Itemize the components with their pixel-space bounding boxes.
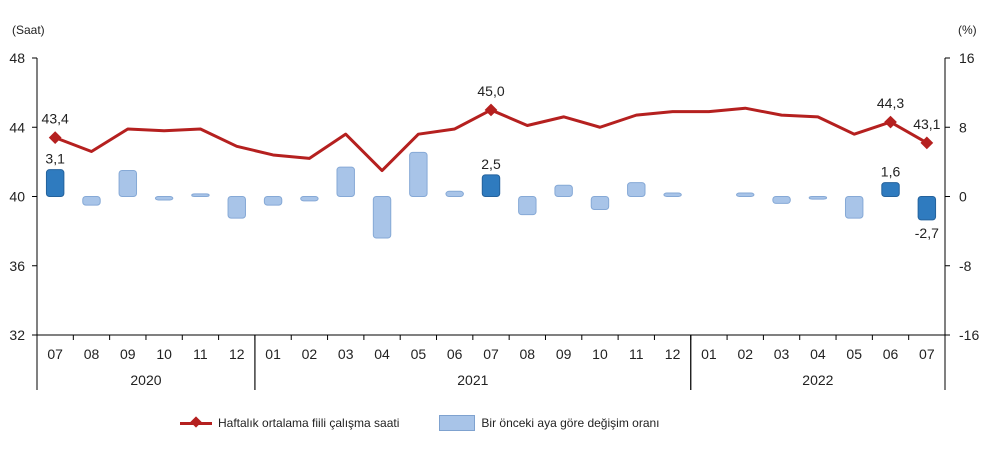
legend-item-bar: Bir önceki aya göre değişim oranı bbox=[439, 415, 660, 431]
bar bbox=[372, 196, 392, 239]
bar bbox=[191, 193, 210, 197]
bar-data-label: 2,5 bbox=[481, 156, 501, 172]
x-tick-label: 10 bbox=[156, 346, 172, 362]
line-marker bbox=[48, 131, 62, 145]
x-tick-label: 11 bbox=[629, 346, 644, 362]
legend-line-swatch bbox=[180, 416, 212, 428]
bar bbox=[409, 151, 428, 197]
bar bbox=[263, 196, 283, 206]
x-tick-label: 12 bbox=[665, 346, 681, 362]
right-tick-label: -16 bbox=[959, 327, 979, 343]
x-tick-label: 02 bbox=[737, 346, 753, 362]
left-axis-unit: (Saat) bbox=[12, 23, 45, 37]
bar bbox=[518, 196, 537, 216]
bar bbox=[590, 196, 610, 210]
bar bbox=[227, 196, 246, 219]
year-label: 2022 bbox=[802, 372, 833, 388]
year-label: 2020 bbox=[130, 372, 161, 388]
legend-bar-label: Bir önceki aya göre değişim oranı bbox=[481, 416, 660, 430]
bar bbox=[808, 196, 828, 200]
x-tick-label: 08 bbox=[520, 346, 536, 362]
line-data-label: 43,4 bbox=[42, 111, 69, 127]
left-tick-label: 40 bbox=[9, 189, 25, 205]
line-data-label: 45,0 bbox=[477, 83, 504, 99]
bar bbox=[772, 196, 791, 204]
x-tick-label: 09 bbox=[120, 346, 136, 362]
bar bbox=[844, 196, 864, 219]
x-tick-label: 04 bbox=[810, 346, 826, 362]
line-marker bbox=[920, 136, 934, 150]
bar bbox=[881, 182, 900, 197]
line-data-label: 43,1 bbox=[913, 116, 940, 132]
x-tick-label: 03 bbox=[774, 346, 790, 362]
bar bbox=[627, 182, 646, 197]
x-tick-label: 12 bbox=[229, 346, 245, 362]
x-tick-label: 06 bbox=[447, 346, 463, 362]
line-marker bbox=[484, 103, 498, 117]
x-tick-label: 05 bbox=[846, 346, 862, 362]
x-tick-label: 04 bbox=[374, 346, 390, 362]
bar bbox=[481, 174, 501, 197]
x-tick-label: 01 bbox=[265, 346, 281, 362]
x-tick-label: 05 bbox=[411, 346, 427, 362]
year-label: 2021 bbox=[457, 372, 488, 388]
bar bbox=[663, 192, 682, 198]
x-tick-label: 11 bbox=[193, 346, 208, 362]
bar bbox=[154, 196, 174, 201]
x-tick-label: 07 bbox=[919, 346, 935, 362]
legend-bar-swatch bbox=[439, 415, 476, 431]
right-axis-unit: (%) bbox=[958, 23, 977, 37]
bar bbox=[300, 196, 319, 202]
bar bbox=[554, 184, 573, 197]
x-tick-label: 03 bbox=[338, 346, 354, 362]
left-tick-label: 36 bbox=[9, 258, 25, 274]
x-tick-label: 07 bbox=[483, 346, 499, 362]
bar bbox=[736, 192, 755, 198]
right-tick-label: -8 bbox=[959, 258, 972, 274]
x-tick-label: 09 bbox=[556, 346, 572, 362]
x-tick-label: 08 bbox=[84, 346, 100, 362]
bar-data-label: 1,6 bbox=[881, 164, 901, 180]
line-marker bbox=[884, 115, 897, 129]
x-tick-label: 07 bbox=[47, 346, 63, 362]
line-data-label: 44,3 bbox=[877, 95, 904, 111]
x-tick-label: 10 bbox=[592, 346, 608, 362]
right-tick-label: 16 bbox=[959, 50, 975, 66]
bar bbox=[445, 190, 464, 197]
bar bbox=[82, 196, 101, 206]
left-tick-label: 32 bbox=[9, 327, 25, 343]
right-tick-label: 0 bbox=[959, 189, 967, 205]
legend-line-label: Haftalık ortalama fiili çalışma saati bbox=[218, 416, 400, 430]
legend-item-line: Haftalık ortalama fiili çalışma saati bbox=[180, 416, 399, 430]
x-tick-label: 02 bbox=[302, 346, 318, 362]
left-tick-label: 48 bbox=[9, 50, 25, 66]
bar bbox=[336, 166, 355, 198]
bar bbox=[118, 170, 138, 197]
left-tick-label: 44 bbox=[9, 119, 25, 135]
chart-legend: Haftalık ortalama fiili çalışma saati Bi… bbox=[180, 415, 700, 431]
bar bbox=[45, 169, 65, 197]
bar-data-label: -2,7 bbox=[915, 225, 939, 241]
x-tick-label: 06 bbox=[883, 346, 899, 362]
x-tick-label: 01 bbox=[701, 346, 717, 362]
bar-data-label: 3,1 bbox=[45, 151, 65, 167]
bar bbox=[917, 196, 937, 221]
right-tick-label: 8 bbox=[959, 119, 967, 135]
